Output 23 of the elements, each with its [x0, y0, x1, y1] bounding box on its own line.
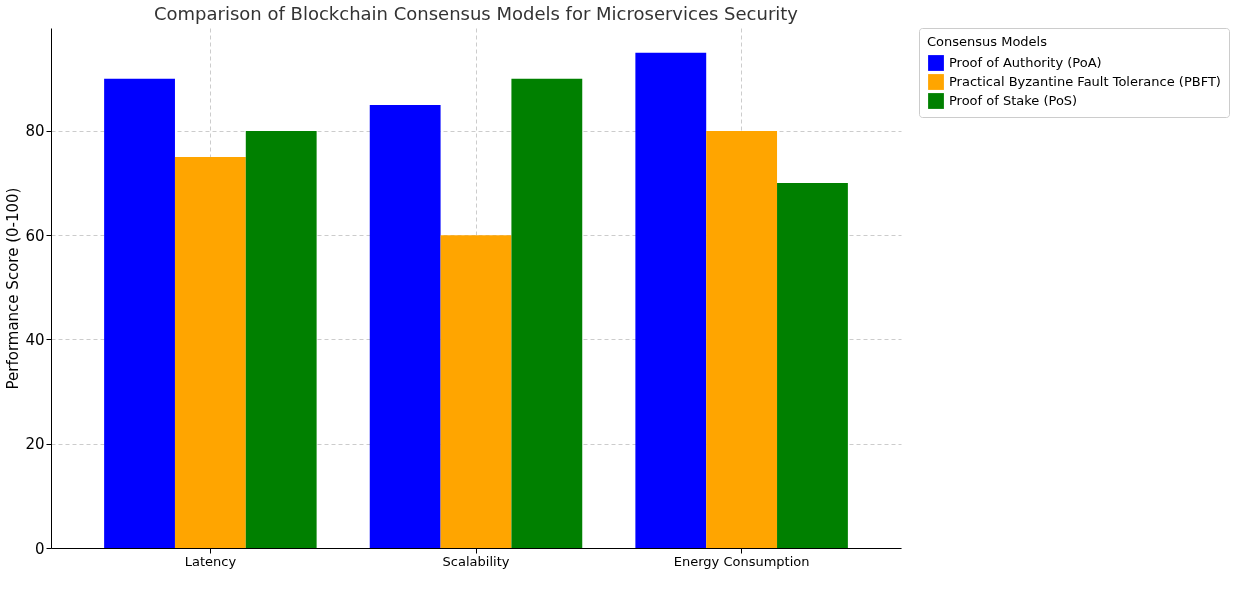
bar [511, 78, 583, 548]
bar [706, 130, 778, 548]
x-tick-label: Scalability [442, 553, 510, 569]
legend-title: Consensus Models [927, 34, 1048, 49]
bar [369, 104, 441, 548]
bar [174, 157, 246, 548]
y-tick-label: 20 [25, 435, 45, 454]
bar [104, 78, 175, 548]
bar [777, 183, 848, 548]
y-tick-label: 80 [25, 122, 45, 141]
bar [440, 235, 512, 548]
x-tick-label: Latency [184, 553, 237, 569]
legend-label: Practical Byzantine Fault Tolerance (PBFT) [949, 74, 1221, 89]
y-tick-label: 0 [34, 539, 45, 558]
y-tick-label: 60 [25, 226, 45, 245]
bar [635, 52, 707, 548]
chart-title: Comparison of Blockchain Consensus Models for Microservices Security [153, 2, 799, 24]
legend-label: Proof of Authority (PoA) [949, 55, 1102, 70]
y-axis-title: Performance Score (0-100) [4, 187, 23, 390]
bar [245, 130, 317, 548]
y-tick-label: 40 [25, 330, 45, 349]
legend-label: Proof of Stake (PoS) [949, 93, 1078, 108]
x-tick-label: Energy Consumption [673, 553, 810, 569]
